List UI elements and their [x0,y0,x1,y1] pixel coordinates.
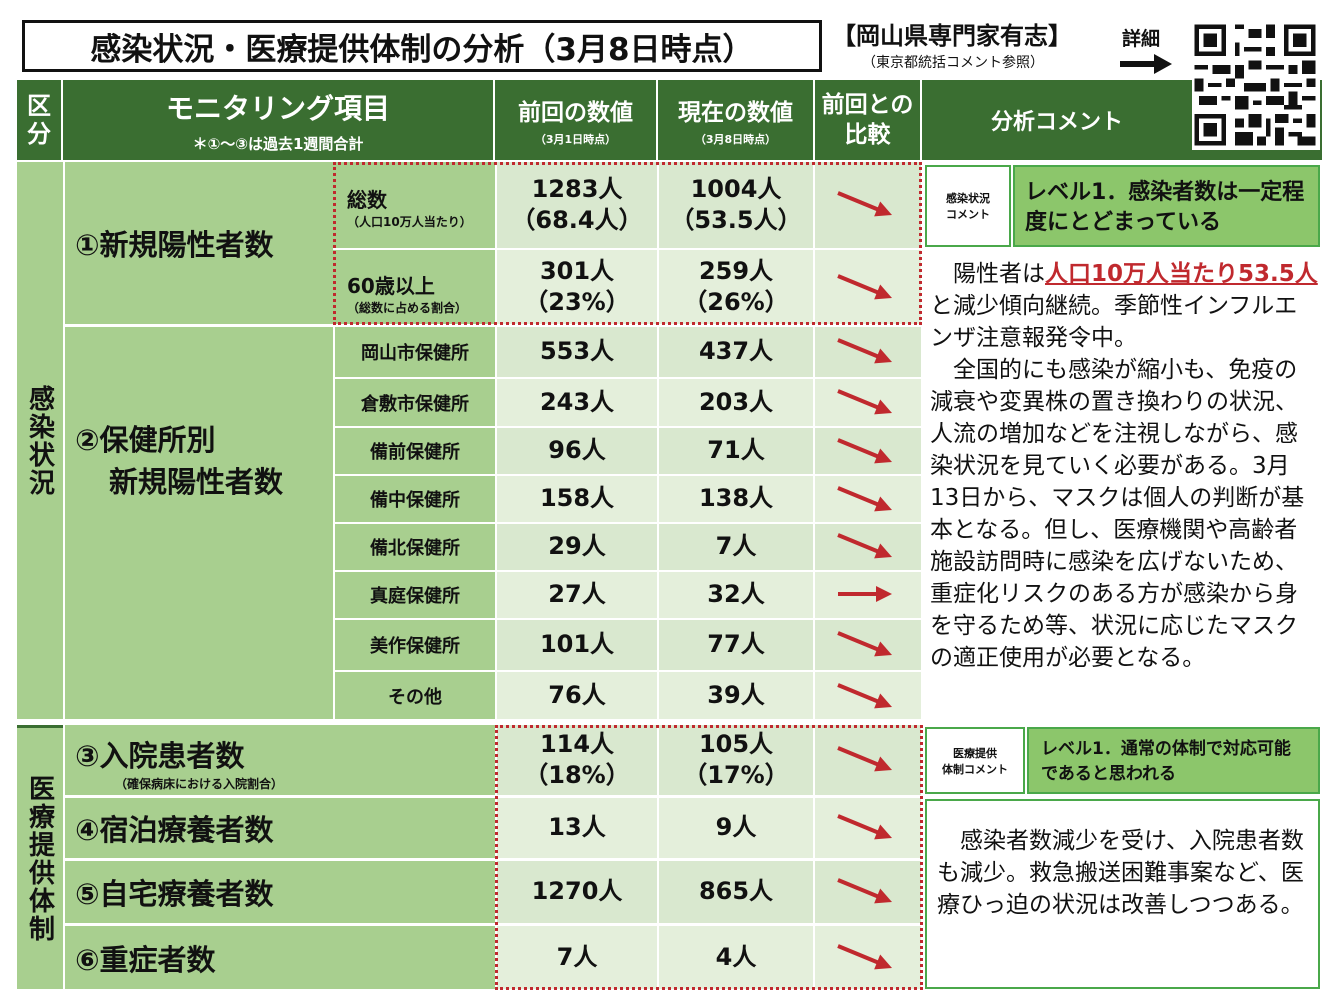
by-center-line2: 新規陽性者数 [109,465,284,499]
total-cur: 1004人 （53.5人） [659,162,813,248]
detail-link[interactable]: 詳細 [1122,28,1161,50]
center-prev: 553人 [497,327,657,377]
item-severe: ⑥重症者数 [65,926,495,989]
page-title: 感染状況・医療提供体制の分析（3月8日時点） [22,20,822,72]
center-name: 備中保健所 [335,476,495,522]
col-category: 区分 [17,80,63,160]
section-medical: 医療提供体制 [17,725,63,989]
hospital-note: （確保病床における入院割合） [115,777,284,791]
hotel-prev: 13人 [497,798,657,858]
source-label: 【岡山県専門家有志】 [832,22,1072,50]
hospital-cur: 105人 （17%） [659,725,813,795]
item-hospital: ③入院患者数 （確保病床における入院割合） [65,725,495,795]
center-prev: 243人 [497,379,657,426]
hospital-prev: 114人 （18%） [497,725,657,795]
over60-prev: 301人 （23%） [497,250,657,324]
trend-cell [815,379,921,426]
center-name: 美作保健所 [335,620,495,670]
over60-note: （総数に占める割合） [347,301,468,315]
center-name: 岡山市保健所 [335,327,495,377]
center-cur: 32人 [659,572,813,618]
center-prev: 29人 [497,524,657,570]
item-home: ⑤自宅療養者数 [65,861,495,923]
over60-cur: 259人 （26%） [659,250,813,324]
severe-cur: 4人 [659,926,813,989]
medical-comment-label: 医療提供 体制コメント [925,727,1025,794]
center-prev: 76人 [497,672,657,719]
center-cur: 77人 [659,620,813,670]
center-name: 真庭保健所 [335,572,495,618]
center-cur: 71人 [659,428,813,474]
trend-cell [815,476,921,522]
item-hotel: ④宿泊療養者数 [65,798,495,858]
item-by-center: ②保健所別 新規陽性者数 [65,327,333,719]
col-current: 現在の数値 （3月8日時点） [658,80,815,160]
center-cur: 39人 [659,672,813,719]
trend-cell [815,672,921,719]
hotel-cur: 9人 [659,798,813,858]
total-note: （人口10万人当たり） [347,215,472,229]
trend-cell [815,524,921,570]
medical-comment-text: 感染者数減少を受け、入院患者数も減少。救急搬送困難事案など、医療ひっ迫の状況は改… [925,799,1320,989]
col-previous: 前回の数値 （3月1日時点） [495,80,658,160]
right-arrow-icon [1120,54,1172,74]
center-cur: 7人 [659,524,813,570]
infection-comment-text-2: 全国的にも感染が縮小も、免疫の減衰や変異株の置き換わりの状況、人流の増加などを注… [930,357,1305,671]
item-new-positive: ①新規陽性者数 [65,162,333,324]
trend-cell [815,572,921,618]
center-name: 備北保健所 [335,524,495,570]
col-monitoring-note: ＊①～③は過去1週間合計 [192,134,364,153]
center-prev: 27人 [497,572,657,618]
by-center-line1: ②保健所別 [75,423,216,457]
center-name: その他 [335,672,495,719]
col-monitoring: モニタリング項目 ＊①～③は過去1週間合計 [63,80,495,160]
center-prev: 96人 [497,428,657,474]
col-previous-note: （3月1日時点） [534,133,617,146]
col-current-note: （3月8日時点） [694,133,777,146]
infection-comment-text: 陽性者は人口10万人当たり53.5人と減少傾向継続。季節性インフルエンザ注意報発… [930,261,1318,351]
source-note: （東京都統括コメント参照） [862,55,1044,71]
medical-level: レベル1．通常の体制で対応可能であると思われる [1027,727,1320,794]
total-label: 総数 [347,188,387,212]
center-cur: 437人 [659,327,813,377]
qr-code-icon[interactable] [1190,20,1320,150]
col-compare: 前回との比較 [815,80,922,160]
infection-level: レベル1．感染者数は一定程度にとどまっている [1013,165,1320,247]
center-name: 備前保健所 [335,428,495,474]
total-prev: 1283人 （68.4人） [497,162,657,248]
row-over60-label: 60歳以上 （総数に占める割合） [333,250,495,324]
section-infection: 感染状況 [17,162,63,719]
severe-prev: 7人 [497,926,657,989]
center-cur: 203人 [659,379,813,426]
row-total-label: 総数 （人口10万人当たり） [333,162,495,248]
hospital-label: ③入院患者数 [75,739,245,773]
center-prev: 101人 [497,620,657,670]
col-current-label: 現在の数値 [678,100,793,126]
highlight-box [333,162,922,325]
center-name: 倉敷市保健所 [335,379,495,426]
trend-cell [815,327,921,377]
home-cur: 865人 [659,861,813,923]
highlight-box [495,725,923,990]
col-monitoring-label: モニタリング項目 [165,91,390,125]
trend-cell [815,428,921,474]
col-comment: 分析コメント [922,80,1192,160]
infection-comment-label: 感染状況 コメント [925,165,1011,247]
center-cur: 138人 [659,476,813,522]
trend-cell [815,620,921,670]
over60-label: 60歳以上 [347,274,435,298]
home-prev: 1270人 [497,861,657,923]
col-previous-label: 前回の数値 [518,100,633,126]
center-prev: 158人 [497,476,657,522]
